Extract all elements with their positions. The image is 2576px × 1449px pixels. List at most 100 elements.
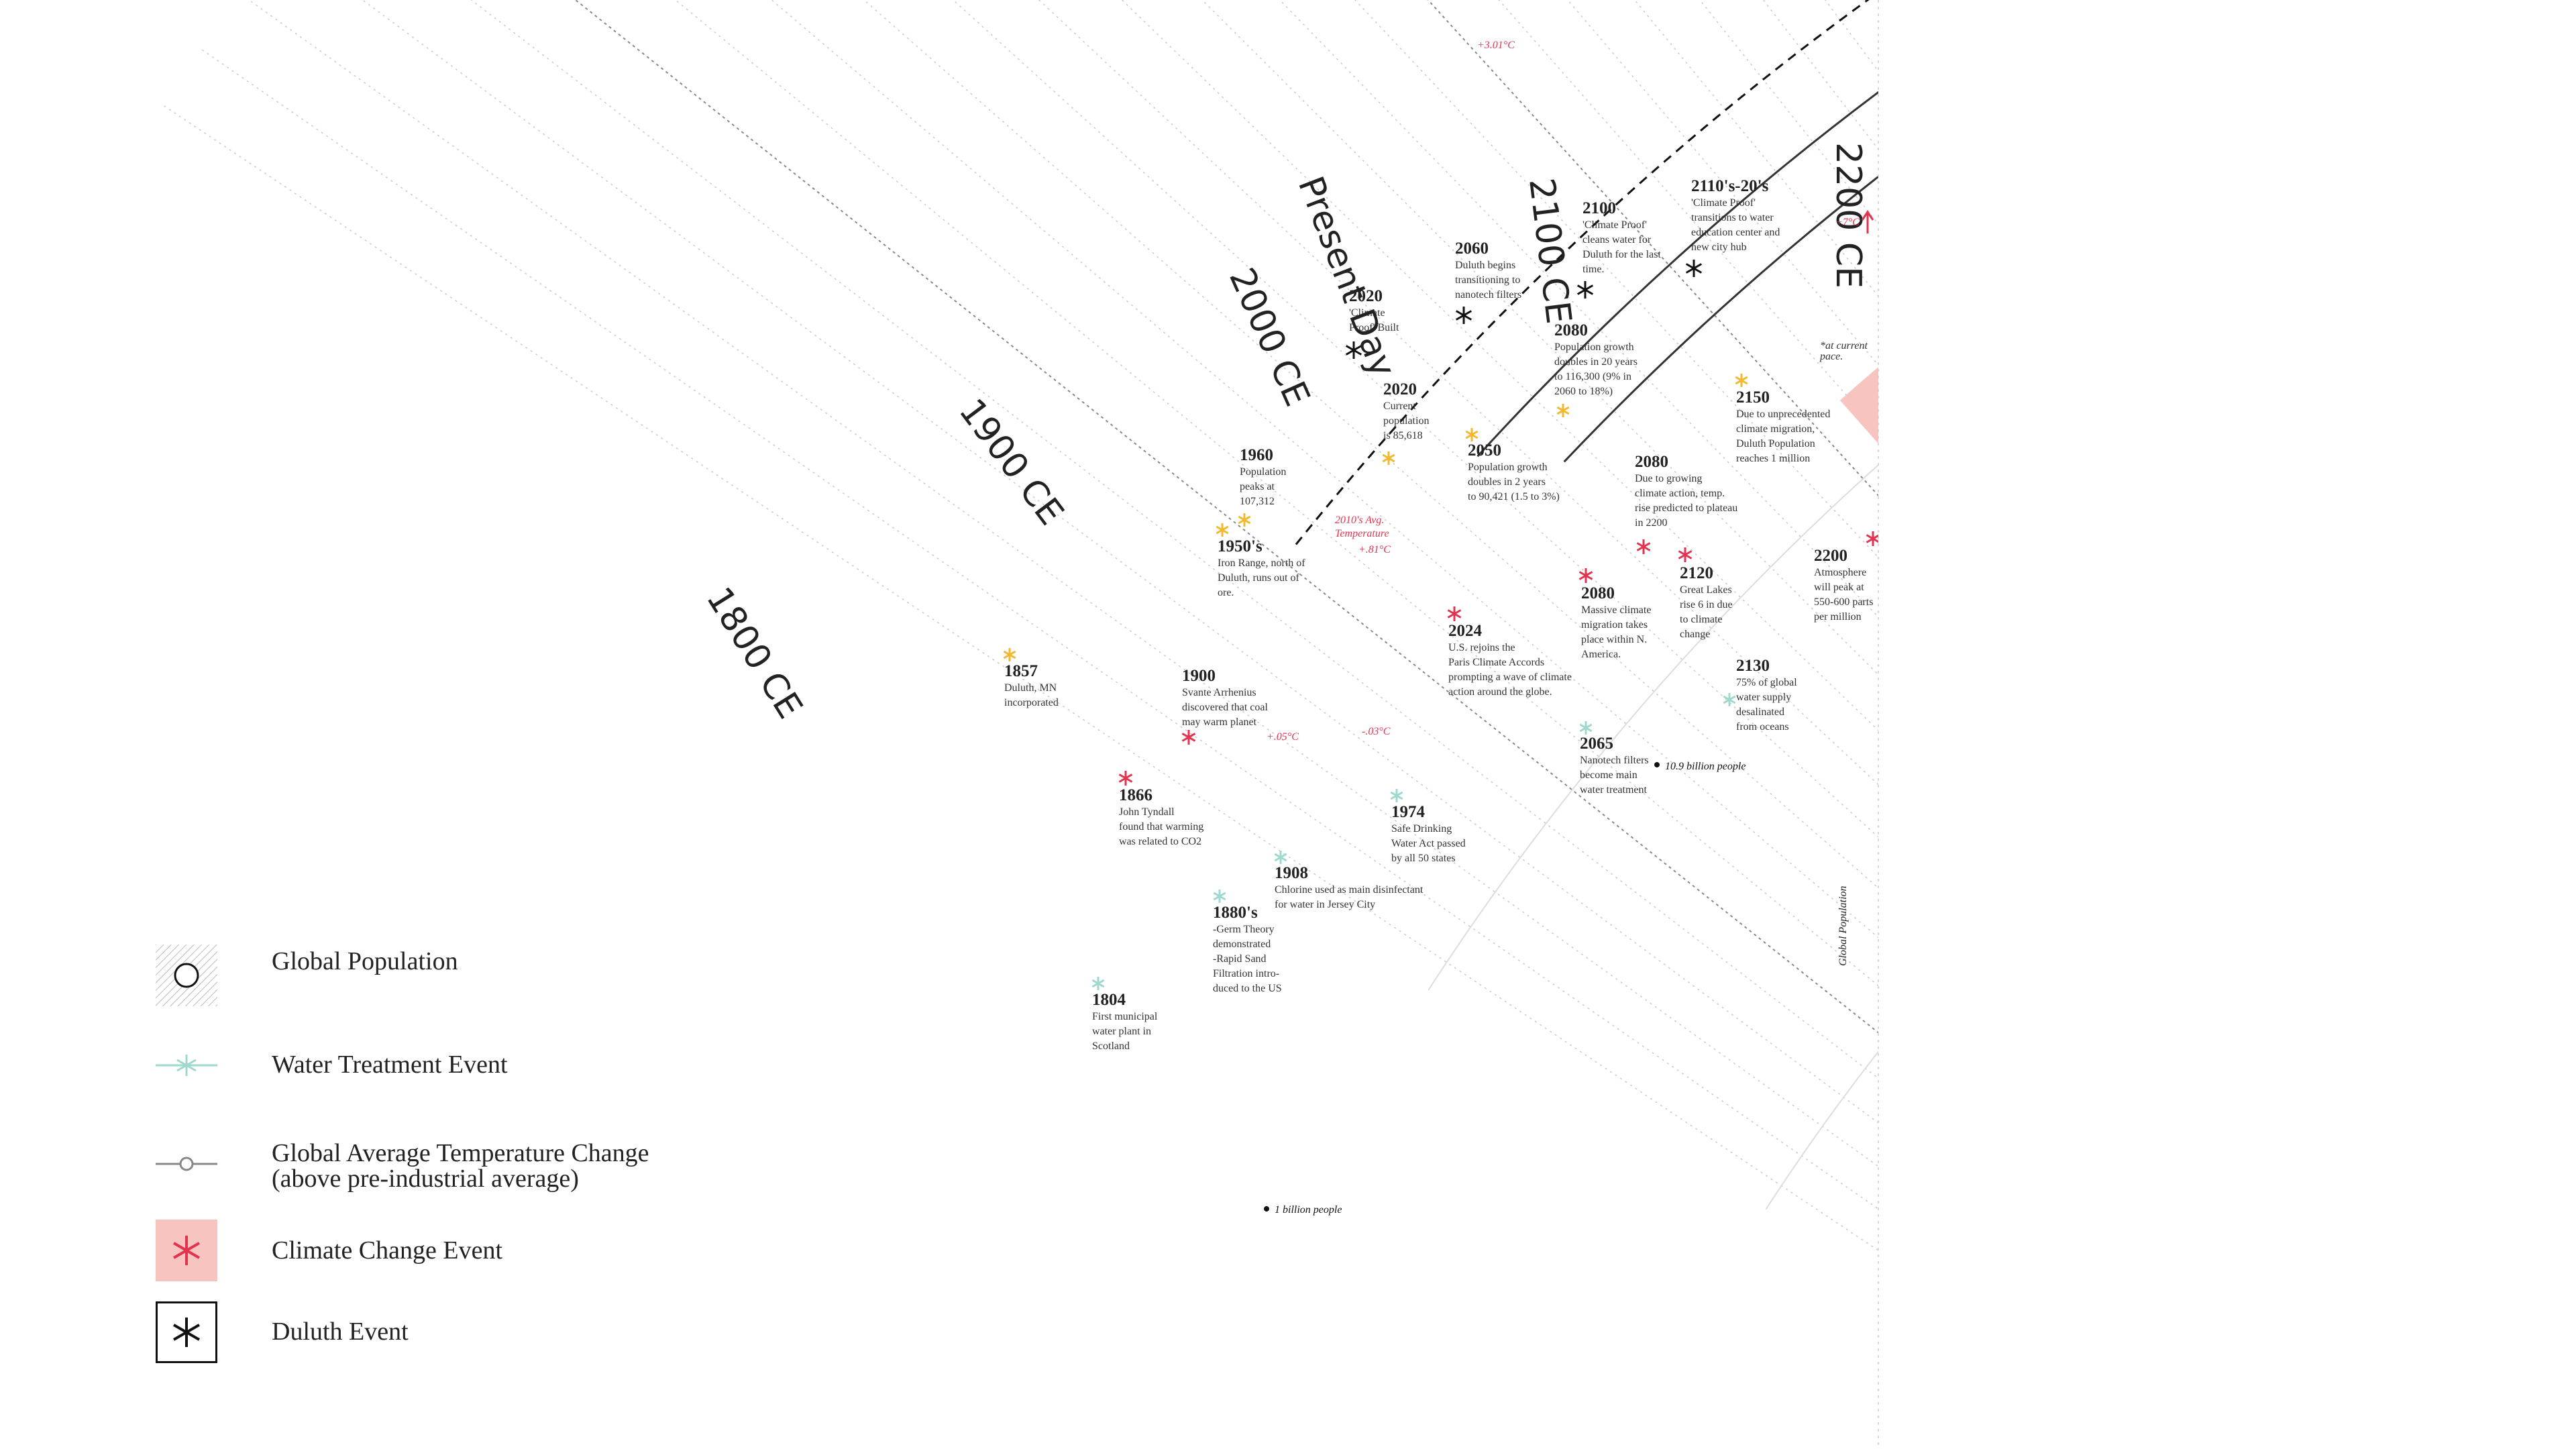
population_events-text-6: reaches 1 million — [1736, 453, 1810, 464]
climate_events-text-0: John Tyndall — [1119, 806, 1175, 818]
water_events-text-2: for water in Jersey City — [1275, 899, 1375, 910]
duluth-arc — [1295, 0, 1870, 545]
gridline — [1279, 0, 1878, 618]
population_events-text-2: peaks at — [1240, 481, 1275, 492]
duluth-star — [1455, 307, 1472, 324]
climate_events-text-4: Due to growing — [1635, 473, 1702, 484]
temperature-point — [2296, 1038, 2305, 1048]
population_events-text-0: incorporated — [1004, 697, 1059, 708]
duluth-star — [1685, 260, 1703, 277]
guide-arc — [1765, 1051, 1878, 1210]
water-star — [1213, 890, 1226, 903]
gridline — [362, 0, 1878, 1124]
gridline — [574, 0, 1878, 1034]
population_events-text-0: Duluth, MN — [1004, 682, 1057, 694]
climate_events-text-4: rise predicted to plateau — [1635, 502, 1737, 514]
gridline — [1121, 0, 1878, 731]
climate_events-text-2: prompting a wave of climate — [1448, 672, 1572, 683]
climate_events-text-6: Atmosphere — [1814, 567, 1866, 578]
climate_events-text-1: may warm planet — [1182, 716, 1257, 728]
gridline — [2084, 0, 2576, 763]
water_events-text-1: duced to the US — [1213, 983, 1282, 994]
water-star — [1579, 721, 1593, 735]
water_events-text-4: Nanotech filters — [1580, 755, 1649, 766]
temperature-point — [2333, 339, 2345, 352]
era-label-3: Present Day — [1290, 171, 1403, 382]
water_events-year-3: 1974 — [1391, 803, 1426, 821]
gridline — [2147, 0, 2576, 753]
climate_events-year-0: 1866 — [1119, 786, 1152, 804]
climate_events-text-6: 550-600 parts — [1814, 596, 1873, 608]
climate_events-text-0: found that warming — [1119, 821, 1203, 833]
gridline — [1714, 0, 2576, 836]
climate-star — [1447, 606, 1462, 621]
climate_events-year-5: 2120 — [1680, 564, 1713, 582]
population_events-text-4: to 90,421 (1.5 to 3%) — [1468, 491, 1560, 502]
water_events-year-5: 2130 — [1736, 657, 1770, 675]
climate_events-year-6: 2200 — [1814, 547, 1847, 565]
population_events-year-6: 2150 — [1736, 388, 1770, 407]
timeline-arcs — [1295, 0, 1878, 545]
gridline — [771, 0, 1878, 938]
water_events-text-1: demonstrated — [1213, 938, 1271, 950]
gridline — [2021, 0, 2576, 774]
radial-gridlines — [163, 0, 2576, 1374]
gridline — [1354, 0, 1878, 558]
band-wwi — [2543, 1159, 2576, 1217]
population_events-text-6: climate migration, — [1736, 423, 1815, 435]
population-star — [1735, 374, 1748, 387]
climate_events-text-6: will peak at — [1814, 582, 1864, 593]
population_events-text-2: Population — [1240, 466, 1286, 478]
duluth_events-text-1: nanotech filters — [1455, 289, 1521, 301]
population_events-year-4: 2050 — [1468, 441, 1501, 460]
duluth-star — [1576, 281, 1594, 299]
one-billion-dot — [1264, 1206, 1269, 1212]
climate_events-year-4: 2080 — [1635, 453, 1668, 471]
climate_events-text-4: climate action, temp. — [1635, 488, 1725, 499]
duluth_events-year-3: 2110's-20's — [1691, 177, 1769, 195]
global-population-axis-label: Global Population — [1837, 885, 1849, 966]
climate-star — [1118, 771, 1133, 786]
gridline — [2469, 0, 2576, 707]
water_events-year-2: 1908 — [1275, 864, 1308, 882]
climate_events-year-1: 1900 — [1182, 667, 1216, 685]
climate_events-text-4: in 2200 — [1635, 517, 1667, 529]
population_events-text-5: 2060 to 18%) — [1554, 386, 1613, 397]
water_events-text-1: -Germ Theory — [1213, 924, 1275, 935]
population_events-text-5: doubles in 20 years — [1554, 356, 1638, 368]
population_events-year-0: 1857 — [1004, 662, 1038, 680]
population-arc-inner — [1563, 175, 1878, 463]
duluth_events-year-1: 2060 — [1455, 239, 1489, 258]
guide-arc — [1935, 402, 2576, 1319]
temp-label-7: +7°C — [1835, 217, 1860, 228]
water_events-text-2: Chlorine used as main disinfectant — [1275, 884, 1424, 896]
population_events-text-5: to 116,300 (9% in — [1554, 371, 1631, 382]
temperature-point — [2300, 961, 2310, 970]
guide-arc — [2019, 503, 2576, 1374]
guide-arc — [1428, 464, 1878, 991]
duluth_events-text-3: new city hub — [1691, 241, 1747, 253]
gridline — [1250, 0, 2576, 955]
water_events-text-3: Water Act passed — [1391, 838, 1466, 849]
gridline — [470, 0, 1878, 1079]
events: 2020 'Climate Proof' Built 2060 Duluth begin… — [1003, 177, 1878, 1052]
water_events-text-0: First municipal — [1092, 1011, 1158, 1022]
population_events-text-2: 107,312 — [1240, 496, 1275, 507]
temperature-point — [2328, 736, 2338, 745]
era-label-0: 1800 CE — [698, 580, 810, 726]
temp-label-081: +.81°C — [1358, 544, 1391, 555]
climate_events-text-5: to climate — [1680, 614, 1723, 625]
gridline — [1201, 0, 1878, 676]
temperature-point — [2378, 716, 2387, 725]
climate_events-text-0: was related to CO2 — [1119, 836, 1201, 847]
climate_events-text-3: America. — [1581, 649, 1621, 660]
climate_events-text-3: migration takes — [1581, 619, 1648, 631]
gridline — [1835, 0, 2576, 810]
water_events-text-3: Safe Drinking — [1391, 823, 1452, 835]
duluth-star — [1345, 341, 1362, 359]
duluth_events-text-1: transitioning to — [1455, 274, 1520, 286]
temperature-point — [2358, 566, 2367, 575]
gridline — [1498, 0, 1878, 433]
climate_events-year-2: 2024 — [1448, 622, 1483, 640]
population_events-text-3: Current — [1383, 400, 1416, 412]
